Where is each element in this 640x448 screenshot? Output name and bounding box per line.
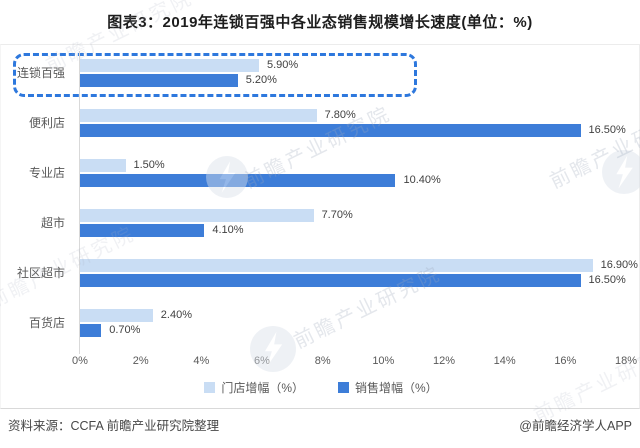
- sales-growth-bar: [80, 174, 396, 187]
- footer-source: 资料来源：CCFA 前瞻产业研究院整理: [8, 419, 220, 433]
- x-axis-tick: 16%: [554, 355, 577, 367]
- x-axis-ticks: 0% 2% 4% 6% 8% 10% 12% 14% 16% 18%: [72, 355, 637, 369]
- value-label: 10.40%: [403, 174, 441, 186]
- sales-growth-bar: [80, 324, 102, 337]
- x-axis-tick: 12%: [432, 355, 456, 367]
- x-axis-tick: 2%: [132, 355, 149, 367]
- chart-panel: 连锁百强便利店专业店超市社区超市百货店 5.90% 5.20% 7.80% 16.50…: [0, 44, 640, 409]
- value-label: 4.10%: [212, 224, 244, 236]
- sales-growth-bar: [80, 224, 205, 237]
- legend-item: 门店增幅（%）: [204, 379, 304, 396]
- category-label: 专业店: [28, 166, 65, 180]
- category-label: 连锁百强: [16, 66, 65, 80]
- y-axis-line: [79, 51, 80, 354]
- category-label: 超市: [40, 216, 65, 230]
- chart-title: 图表3：2019年连锁百强中各业态销售规模增长速度(单位：%): [107, 14, 533, 31]
- highlight-dashed-box: [13, 53, 417, 97]
- category-label: 便利店: [28, 116, 65, 130]
- sales-growth-bar: [80, 124, 581, 137]
- value-label: 16.50%: [588, 124, 626, 136]
- x-axis-tick: 0%: [72, 355, 88, 367]
- category-label: 百货店: [28, 316, 65, 330]
- value-label: 1.50%: [133, 159, 165, 171]
- legend-swatch-icon: [204, 382, 216, 393]
- sales-growth-bar: [80, 274, 581, 287]
- store-growth-bar: [80, 259, 593, 272]
- store-growth-bar: [80, 309, 153, 322]
- sales-growth-bar: [80, 74, 238, 87]
- plot-area: 5.90% 5.20% 7.80% 16.50% 1.50% 10.40% 7.70% 4.1…: [80, 51, 638, 353]
- value-label: 5.90%: [266, 59, 299, 71]
- legend-swatch-icon: [338, 382, 349, 393]
- legend-label: 销售增幅（%）: [355, 381, 438, 395]
- category-label: 社区超市: [16, 266, 65, 280]
- value-label: 16.90%: [600, 259, 638, 271]
- legend: 门店增幅（%） 销售增幅（%）: [1, 379, 640, 396]
- x-axis-tick: 8%: [314, 355, 331, 367]
- x-axis-tick: 10%: [372, 355, 395, 367]
- x-axis-tick: 6%: [254, 355, 270, 367]
- store-growth-bar: [80, 159, 126, 172]
- x-axis-tick: 14%: [493, 355, 516, 367]
- footer: 资料来源：CCFA 前瞻产业研究院整理 @前瞻经济学人APP: [8, 415, 632, 434]
- value-label: 0.70%: [109, 324, 141, 336]
- x-axis-tick: 18%: [614, 355, 638, 367]
- value-label: 7.80%: [324, 109, 356, 121]
- legend-item: 销售增幅（%）: [338, 379, 438, 396]
- value-label: 16.50%: [588, 274, 626, 286]
- footer-credit: @前瞻经济学人APP: [519, 419, 632, 433]
- store-growth-bar: [80, 109, 317, 122]
- x-axis-tick: 4%: [193, 355, 210, 367]
- category-labels: 连锁百强便利店专业店超市社区超市百货店: [1, 51, 72, 353]
- value-label: 2.40%: [160, 309, 192, 321]
- store-growth-bar: [80, 59, 259, 72]
- store-growth-bar: [80, 209, 314, 222]
- value-label: 7.70%: [321, 209, 353, 221]
- value-label: 5.20%: [245, 74, 277, 86]
- legend-label: 门店增幅（%）: [221, 381, 304, 395]
